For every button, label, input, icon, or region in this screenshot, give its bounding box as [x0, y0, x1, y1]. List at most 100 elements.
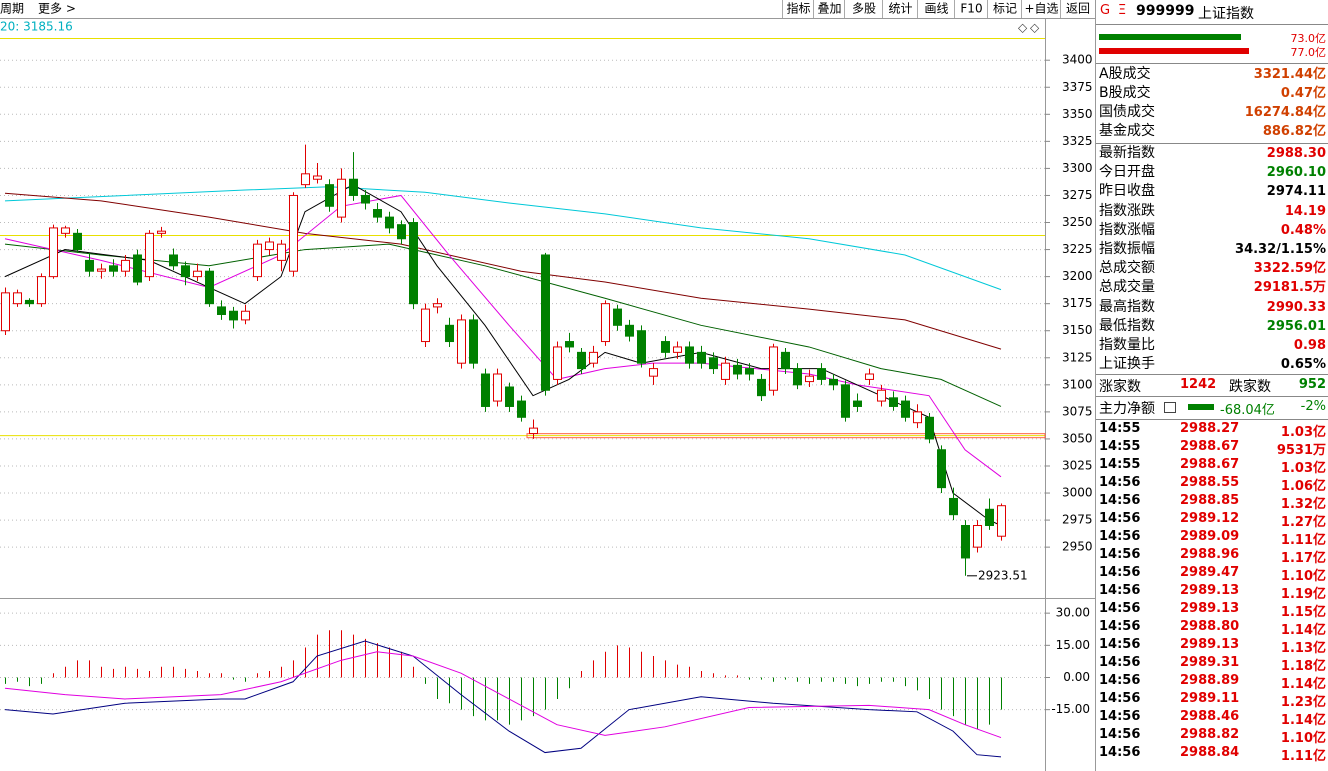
candle-body	[25, 299, 34, 305]
toolbar-button[interactable]: 返回	[1066, 2, 1090, 16]
trade-time: 14:56	[1099, 529, 1141, 544]
y-tick-label: 3150	[1062, 323, 1093, 337]
candle-body	[853, 400, 862, 407]
trade-price: 2989.11	[1180, 691, 1240, 706]
toolbar-button[interactable]: 标记	[993, 2, 1017, 16]
candle-body	[889, 397, 898, 407]
trade-price: 2988.27	[1180, 421, 1240, 436]
stat-row: A股成交 3321.44亿	[1099, 65, 1326, 84]
menu-item[interactable]: 更多 >	[38, 2, 76, 16]
trade-price: 2989.47	[1180, 565, 1240, 580]
menu-icon: Ξ	[1118, 3, 1127, 18]
candle-body	[637, 330, 646, 364]
trade-volume: 9531万	[1276, 443, 1326, 458]
stat-label: 今日开盘	[1099, 164, 1155, 181]
candle-body	[289, 194, 298, 272]
sep	[1096, 63, 1328, 64]
candle-body	[169, 254, 178, 267]
trade-time: 14:56	[1099, 745, 1141, 760]
flow-bar	[1099, 34, 1242, 40]
candle-body	[721, 362, 730, 380]
stat-value: 886.82亿	[1262, 124, 1326, 139]
candle-body	[1, 292, 10, 332]
trade-price: 2988.46	[1180, 709, 1240, 724]
toolbar-button[interactable]: 叠加	[817, 2, 841, 16]
trade-time: 14:56	[1099, 475, 1141, 490]
trade-time: 14:56	[1099, 691, 1141, 706]
candle-body	[757, 378, 766, 397]
candle-body	[313, 175, 322, 180]
stat-value: 14.19	[1284, 203, 1326, 219]
code-prefix: G	[1100, 3, 1111, 18]
candle-body	[649, 368, 658, 377]
candle-body	[553, 346, 562, 380]
candle-body	[349, 178, 358, 196]
side-panel: G Ξ 999999 上证指数 73.0亿 77.0亿 A股成交 3321.44亿 B股成交 0.…	[1096, 0, 1328, 771]
toolbar-button[interactable]: 画线	[924, 2, 948, 16]
stat-row: 指数量比 0.98	[1099, 336, 1326, 355]
toolbar-button[interactable]: 指标	[786, 1, 810, 16]
menu-item[interactable]: 多周期	[0, 2, 24, 16]
toolbar-button[interactable]: F10	[960, 2, 982, 16]
trade-time: 14:56	[1099, 709, 1141, 724]
trade-volume: 1.11亿	[1280, 533, 1326, 548]
candle-body	[85, 259, 94, 272]
stat-label: 最低指数	[1099, 317, 1155, 334]
icon[interactable]: ◇	[1018, 21, 1028, 35]
candle-body	[37, 276, 46, 305]
stat-row: 总成交额 3322.59亿	[1099, 259, 1326, 278]
y-tick-label: 0.00	[1063, 670, 1090, 684]
trade-volume: 1.06亿	[1280, 479, 1326, 494]
candle-body	[793, 368, 802, 386]
trade-time: 14:56	[1099, 601, 1141, 616]
stat-value: 2988.30	[1266, 146, 1326, 161]
toolbar-button[interactable]: 统计	[888, 2, 912, 16]
sep	[1096, 419, 1328, 420]
candle-body	[805, 375, 814, 383]
candle-body	[385, 216, 394, 229]
candle-body	[709, 357, 718, 370]
candle-body	[901, 400, 910, 418]
stat-value: 2960.10	[1266, 165, 1326, 181]
stat-label: A股成交	[1099, 66, 1151, 82]
support-band	[526, 433, 1046, 439]
y-tick-label: 2950	[1062, 540, 1093, 554]
trade-time: 14:56	[1099, 547, 1141, 562]
trade-time: 14:56	[1099, 583, 1141, 598]
ma-label: 20: 3185.16	[0, 20, 73, 34]
y-tick-label: 3075	[1062, 404, 1093, 418]
trade-time: 14:56	[1099, 511, 1141, 526]
candle-body	[937, 449, 946, 489]
net-pct: -2%	[1300, 399, 1326, 414]
trade-volume: 1.19亿	[1280, 587, 1326, 602]
candle-body	[913, 411, 922, 424]
candle-body	[241, 310, 250, 321]
candle-body	[613, 308, 622, 326]
stat-row: 最高指数 2990.33	[1099, 298, 1326, 317]
candle-body	[49, 227, 58, 278]
stat-label: 指数量比	[1099, 337, 1155, 353]
candle-body	[733, 364, 742, 375]
up-count: 1242	[1180, 377, 1217, 392]
toolbar-button[interactable]: +自选	[1024, 2, 1058, 16]
candle-body	[265, 241, 274, 251]
candle-body	[217, 306, 226, 315]
stat-label: 昨日收盘	[1099, 183, 1155, 200]
candle-body	[409, 222, 418, 305]
stat-label: 最高指数	[1099, 298, 1155, 315]
stat-value: 2990.33	[1266, 299, 1326, 315]
stat-row: 昨日收盘 2974.11	[1099, 182, 1326, 201]
trade-price: 2988.85	[1180, 493, 1240, 508]
stat-row: 总成交量 29181.5万	[1099, 278, 1326, 297]
net-icon	[1164, 402, 1176, 413]
trade-volume: 1.14亿	[1280, 677, 1326, 692]
toolbar-button[interactable]: 多股	[852, 2, 876, 16]
candle-body	[361, 194, 370, 204]
icon[interactable]: ◇	[1030, 21, 1040, 35]
stat-label: 最新指数	[1099, 145, 1155, 161]
trade-price: 2988.67	[1180, 457, 1240, 472]
trade-time: 14:55	[1099, 439, 1141, 454]
candle-body	[337, 178, 346, 218]
sep	[1096, 143, 1328, 144]
